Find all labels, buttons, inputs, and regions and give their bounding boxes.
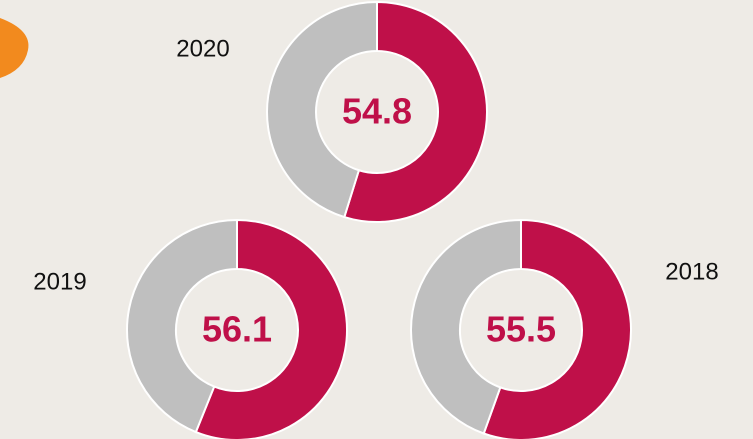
donut-segment [126,218,238,434]
center-label: 54.8 [342,91,412,132]
donut-segment [410,218,522,435]
center-label: 55.5 [486,309,556,350]
donut-segment [266,0,378,219]
donut-segment [194,218,348,439]
donut-segment [343,0,488,223]
year-label: 2019 [33,268,86,295]
donut-segment [482,218,632,439]
decoration [0,18,29,78]
center-label: 56.1 [202,309,272,350]
year-label: 2020 [176,35,229,62]
year-label: 2018 [665,258,718,285]
